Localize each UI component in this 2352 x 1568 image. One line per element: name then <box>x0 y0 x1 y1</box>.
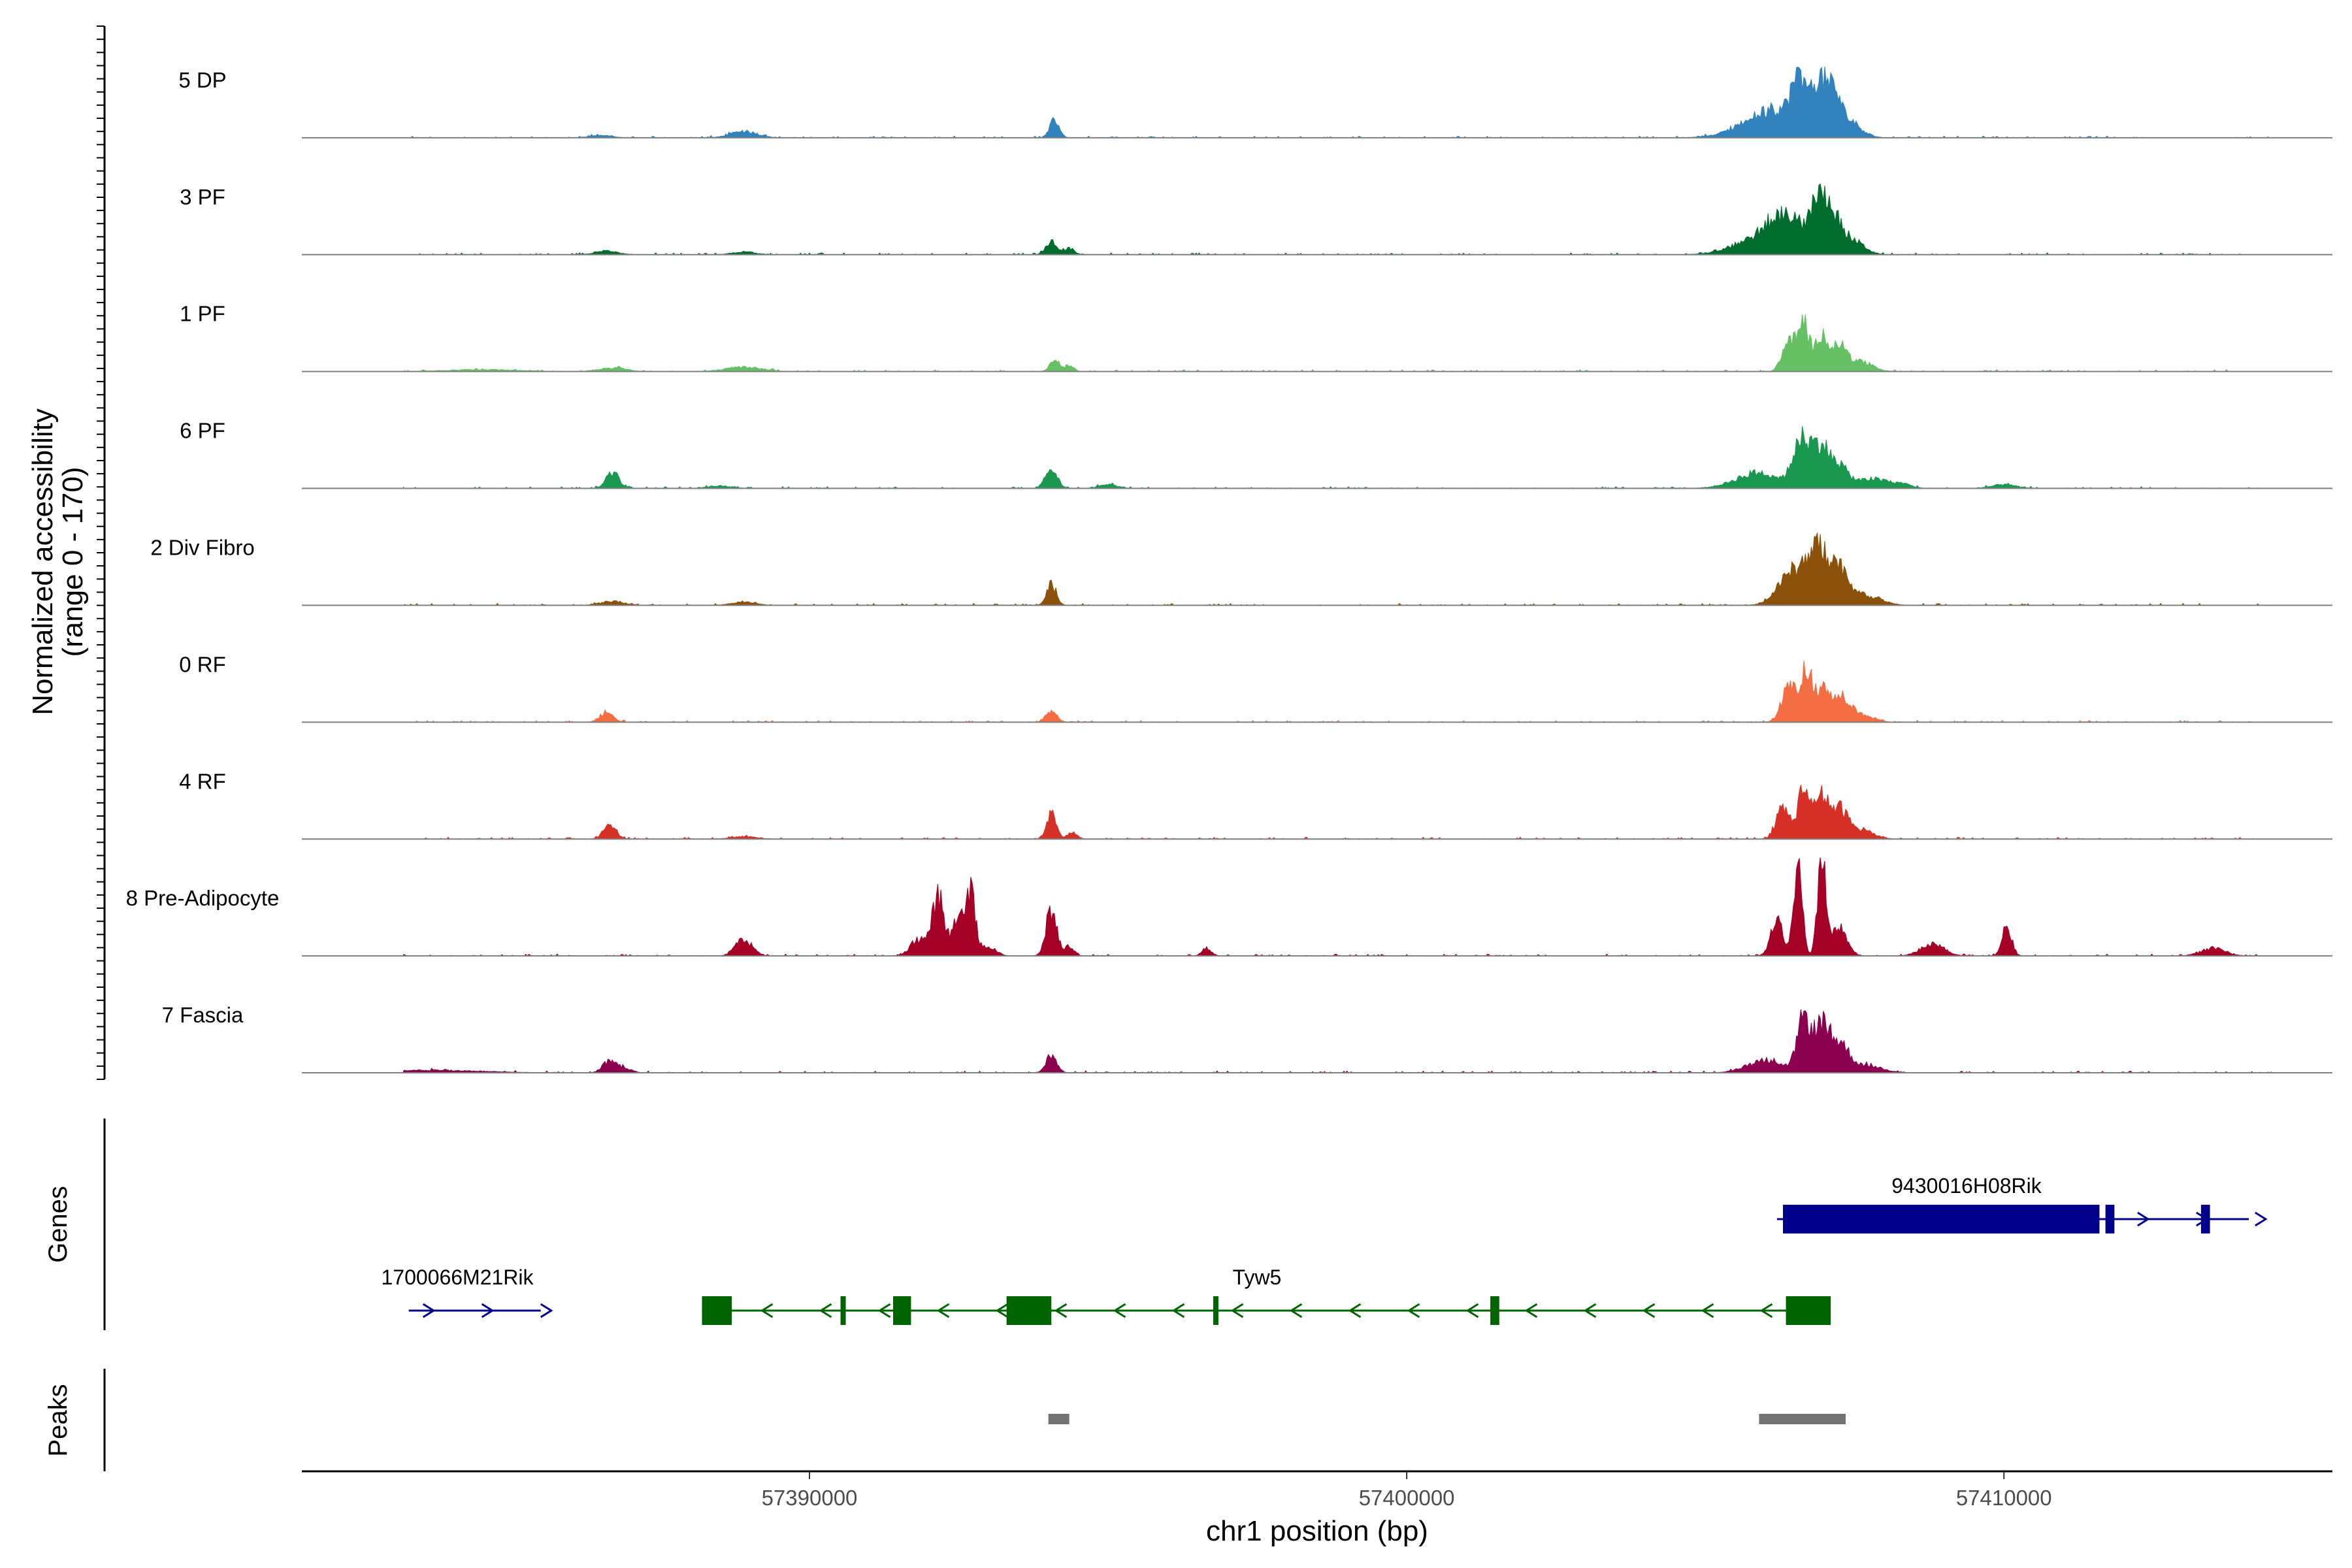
peak-region <box>1048 1414 1070 1424</box>
track-8-pre-adipocyte: 8 Pre-Adipocyte <box>126 857 2332 957</box>
gene-exon <box>2105 1205 2115 1233</box>
strand-arrow <box>936 1303 950 1318</box>
gene-name: 1700066M21Rik <box>381 1266 534 1289</box>
coverage-area <box>403 66 2273 139</box>
gene-tyw5: Tyw5 <box>702 1266 1831 1325</box>
coverage-area <box>403 785 2273 840</box>
track-6-pf: 6 PF <box>180 419 2332 489</box>
track-label: 0 RF <box>179 652 226 676</box>
accessibility-tracks: 5 DP 3 PF 1 PF 6 PF 2 Div Fibro 0 RF 4 RF 8 Pre… <box>126 66 2332 1073</box>
track-4-rf: 4 RF <box>179 769 2332 840</box>
genes-panel: Genes 9430016H08Rik 1700066M21Rik Tyw5 <box>44 1119 2268 1330</box>
track-label: 8 Pre-Adipocyte <box>126 886 280 910</box>
strand-arrow <box>2255 1211 2268 1227</box>
strand-arrow <box>540 1303 553 1318</box>
track-1-pf: 1 PF <box>180 302 2332 372</box>
gene-1700066m21rik: 1700066M21Rik <box>381 1266 553 1318</box>
strand-arrow <box>1701 1303 1714 1318</box>
x-axis-title: chr1 position (bp) <box>1206 1515 1428 1547</box>
strand-arrow <box>819 1303 832 1318</box>
track-2-div-fibro: 2 Div Fibro <box>150 532 2332 606</box>
strand-arrow <box>481 1303 495 1318</box>
track-label: 3 PF <box>180 185 225 209</box>
strand-arrow <box>1348 1303 1362 1318</box>
coverage-area <box>402 857 2273 956</box>
track-7-fascia: 7 Fascia <box>162 1003 2332 1073</box>
gene-exon <box>892 1296 911 1325</box>
strand-arrow <box>1465 1303 1479 1318</box>
strand-arrow <box>1113 1303 1126 1318</box>
y-axis-title-line1: Normalized accessibility <box>27 408 59 715</box>
track-0-rf: 0 RF <box>179 652 2332 723</box>
strand-arrow <box>995 1303 1009 1318</box>
coverage-area <box>403 661 2273 723</box>
gene-exon <box>1006 1296 1052 1325</box>
gene-9430016h08rik: 9430016H08Rik <box>1776 1174 2268 1233</box>
strand-arrow <box>1524 1303 1538 1318</box>
peaks-panel-label: Peaks <box>44 1384 73 1456</box>
gene-exon <box>840 1296 846 1325</box>
strand-arrow <box>1230 1303 1244 1318</box>
strand-arrow <box>1583 1303 1597 1318</box>
track-label: 7 Fascia <box>162 1003 244 1027</box>
x-tick-label: 57390000 <box>762 1486 858 1510</box>
track-label: 1 PF <box>180 302 225 326</box>
coverage-area <box>402 532 2273 606</box>
strand-arrow <box>1407 1303 1420 1318</box>
gene-exon <box>1490 1296 1499 1325</box>
coverage-area <box>402 1009 2273 1073</box>
strand-arrow <box>1642 1303 1656 1318</box>
x-axis: 57390000 57400000 57410000 chr1 position (b… <box>302 1470 2332 1547</box>
track-3-pf: 3 PF <box>180 183 2332 255</box>
track-label: 5 DP <box>178 68 226 92</box>
gene-name: 9430016H08Rik <box>1891 1174 2042 1198</box>
genes-panel-label: Genes <box>44 1186 73 1263</box>
gene-exon <box>2200 1205 2210 1233</box>
peak-region <box>1759 1414 1846 1424</box>
coverage-area <box>402 314 2273 372</box>
strand-arrow <box>1759 1303 1773 1318</box>
strand-arrow <box>1289 1303 1303 1318</box>
track-label: 2 Div Fibro <box>150 536 255 560</box>
peaks-panel: Peaks <box>44 1369 1846 1471</box>
strand-arrow <box>2137 1211 2150 1227</box>
gene-exon <box>1786 1296 1831 1325</box>
gene-exon <box>702 1296 732 1325</box>
strand-arrow <box>422 1303 436 1318</box>
gene-name: Tyw5 <box>1233 1266 1282 1289</box>
x-tick-label: 57400000 <box>1359 1486 1455 1510</box>
strand-arrow <box>1171 1303 1185 1318</box>
accessibility-y-axis: Normalized accessibility(range 0 - 170) <box>27 25 106 1080</box>
x-tick-label: 57410000 <box>1956 1486 2052 1510</box>
y-axis-title-line2: (range 0 - 170) <box>57 466 89 657</box>
strand-arrow <box>760 1303 774 1318</box>
track-label: 4 RF <box>179 769 226 793</box>
gene-exon <box>1213 1296 1218 1325</box>
coverage-area <box>403 183 2273 255</box>
gene-exon <box>1783 1205 2100 1233</box>
strand-arrow <box>1054 1303 1068 1318</box>
strand-arrow <box>877 1303 891 1318</box>
track-5-dp: 5 DP <box>178 66 2332 139</box>
track-label: 6 PF <box>180 419 225 443</box>
coverage-area <box>402 426 2273 489</box>
